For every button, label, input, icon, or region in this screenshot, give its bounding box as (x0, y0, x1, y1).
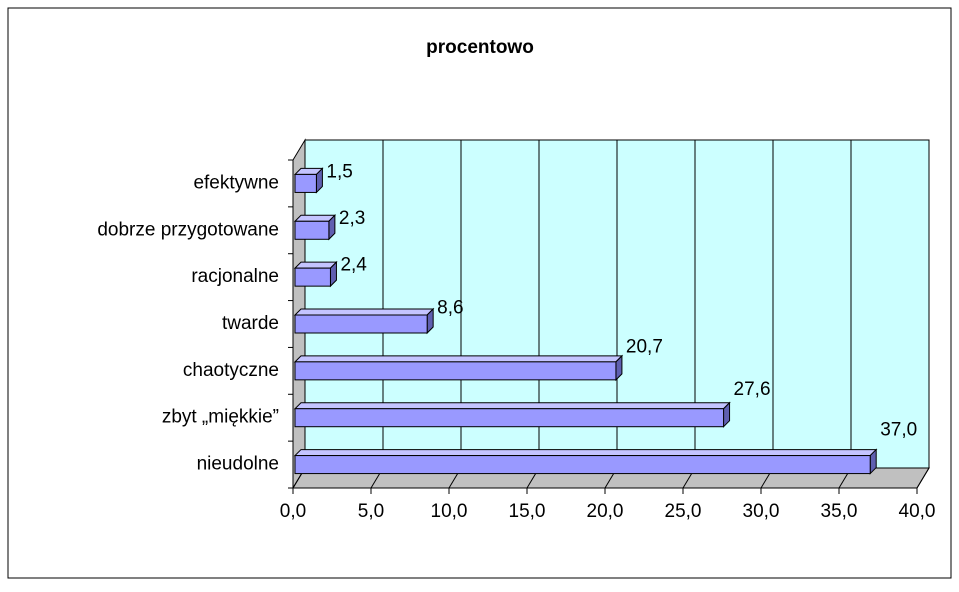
bar (294, 220, 330, 240)
x-tick-label: 5,0 (358, 501, 384, 522)
bar-top (293, 355, 624, 363)
value-label: 2,3 (339, 208, 365, 229)
bar (294, 173, 317, 193)
x-tick-label: 20,0 (587, 501, 624, 522)
value-label: 27,6 (734, 379, 771, 400)
x-tick-label: 25,0 (665, 501, 702, 522)
floor-grid-line (916, 467, 930, 489)
bar-top (293, 261, 338, 269)
x-tick-label: 30,0 (743, 501, 780, 522)
value-label: 8,6 (437, 297, 463, 318)
bar (294, 314, 428, 334)
bar-top (293, 214, 337, 222)
x-tick-label: 35,0 (821, 501, 858, 522)
y-tick-label: dobrze przygotowane (97, 219, 279, 240)
x-tick-label: 10,0 (431, 501, 468, 522)
bar-top (293, 402, 731, 410)
value-label: 20,7 (626, 336, 663, 357)
bar (294, 408, 725, 428)
y-tick-label: racjonalne (191, 266, 279, 287)
value-label: 1,5 (326, 161, 352, 182)
y-tick-label: twarde (222, 313, 279, 334)
y-tick-label: nieudolne (197, 454, 279, 475)
y-tick-label: zbyt „miękkie” (162, 407, 279, 428)
value-label: 2,4 (340, 255, 367, 276)
bar-top (293, 449, 878, 457)
x-tick-label: 15,0 (509, 501, 546, 522)
bar (294, 361, 617, 381)
x-tick-label: 40,0 (899, 501, 936, 522)
y-tick-label: efektywne (193, 172, 279, 193)
bar (294, 267, 331, 287)
x-tick-label: 0,0 (280, 501, 306, 522)
y-tick-label: chaotyczne (183, 360, 279, 381)
value-label: 37,0 (880, 420, 917, 441)
bar-top (293, 308, 435, 316)
bar (294, 455, 871, 475)
chart-title: procentowo (426, 37, 534, 58)
